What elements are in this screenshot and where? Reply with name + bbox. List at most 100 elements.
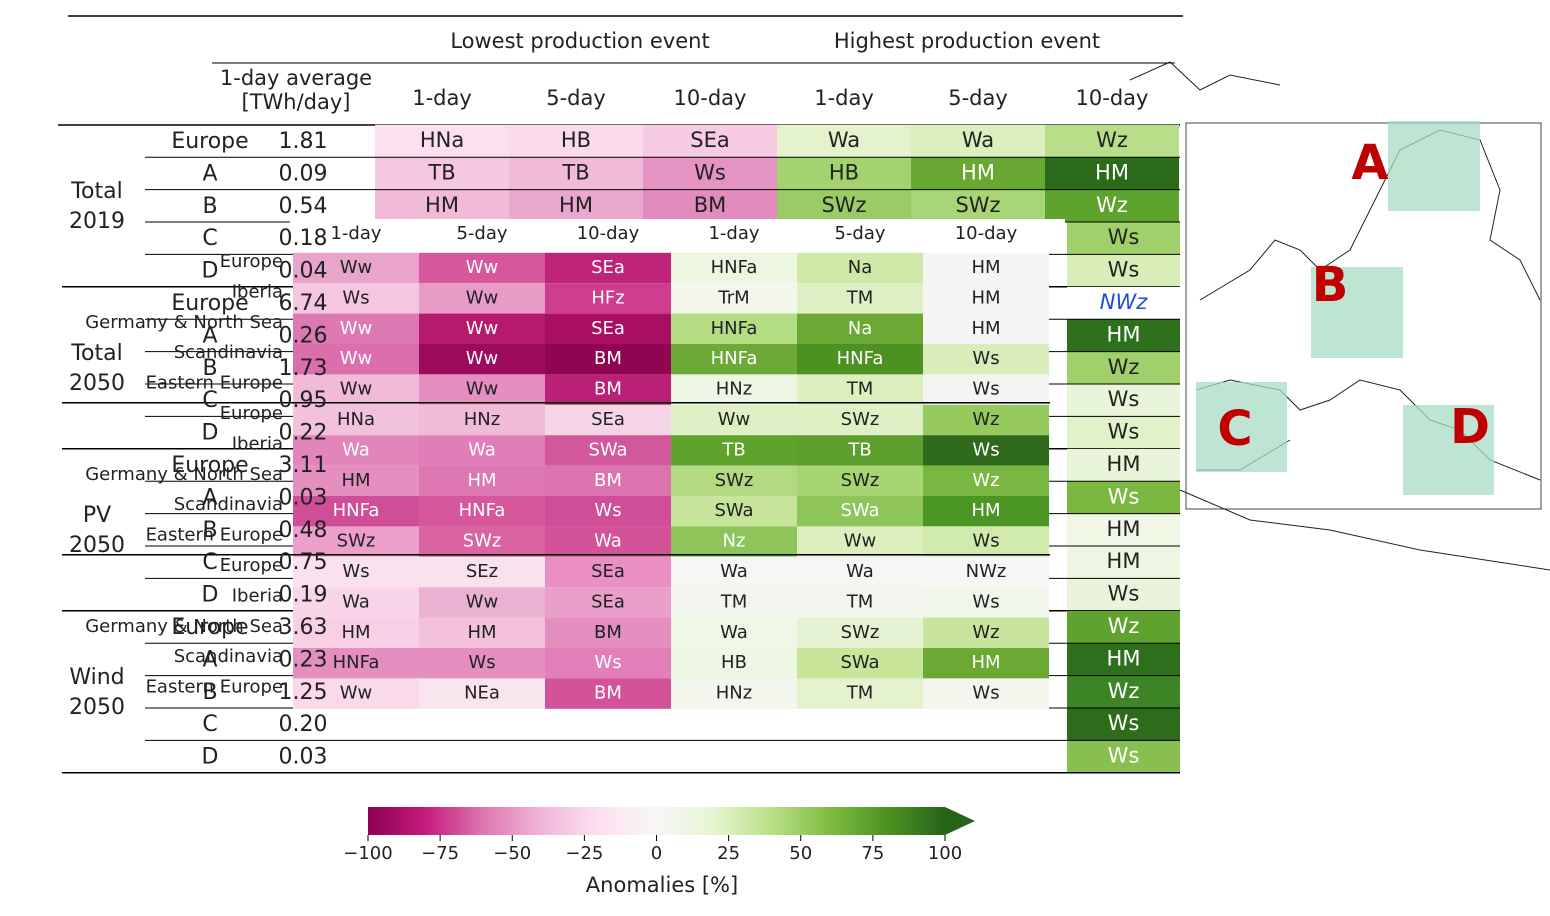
region: A (202, 485, 217, 510)
overlay-cell-text: Wa (342, 439, 370, 460)
overlay-cell (545, 496, 671, 527)
group-label: Total (70, 341, 122, 366)
group-label: PV (83, 503, 111, 528)
region: C (202, 226, 217, 251)
overlay-cell-text: Ww (466, 348, 499, 369)
cell-text: HB (829, 160, 859, 184)
cell (1067, 448, 1180, 482)
overlay-cell (797, 678, 923, 709)
value: 3.11 (279, 453, 328, 478)
colorbar-extension (945, 807, 975, 835)
cell-text: HM (1107, 549, 1141, 573)
overlay-cell-text: HNa (337, 409, 375, 430)
overlay-cell (545, 617, 671, 648)
value: 0.03 (279, 485, 328, 510)
cell (911, 157, 1045, 190)
overlay-cell (923, 313, 1049, 344)
cell-text: Wz (1096, 193, 1128, 217)
cell-text: SEa (690, 128, 729, 152)
region-box (1388, 121, 1480, 211)
cell (1067, 675, 1180, 708)
overlay-cell (797, 526, 923, 557)
cell-text: HM (425, 193, 459, 217)
header: 5-day (948, 86, 1008, 110)
cell-text: TB (427, 160, 455, 184)
overlay-cell (671, 344, 797, 375)
overlay-cell-text: HNz (716, 683, 752, 704)
cell-text: SWz (821, 193, 866, 217)
cell (1067, 254, 1180, 287)
cell-text: Wz (1108, 614, 1140, 638)
region: C (202, 712, 217, 737)
cell-text: NWz (1100, 290, 1148, 314)
colorbar-tick-label: −75 (421, 843, 459, 864)
cell (1067, 351, 1180, 384)
overlay-cell (545, 252, 671, 284)
value: 3.63 (279, 615, 328, 640)
overlay-cell-text: HM (467, 470, 496, 491)
overlay-cell-text: HNz (716, 379, 752, 400)
overlay-cell-text: SWa (840, 652, 879, 673)
overlay-region: Eastern Europe (146, 525, 283, 546)
overlay-cell (419, 496, 545, 527)
overlay-cell-text: Ws (972, 439, 999, 460)
value: 1.73 (279, 356, 328, 381)
overlay-cell-text: Ws (972, 379, 999, 400)
overlay-cell-text: Ww (466, 257, 499, 278)
cell-text: TB (561, 160, 589, 184)
cell-text: HM (1107, 517, 1141, 541)
cell (1045, 189, 1179, 222)
overlay-cell (419, 344, 545, 375)
overlay-cell (671, 283, 797, 314)
header: Lowest production event (450, 29, 709, 53)
colorbar (368, 807, 945, 835)
cell-text: Wa (828, 128, 860, 152)
overlay-cell-text: Wz (972, 470, 999, 491)
overlay-cell-text: SWz (337, 531, 376, 552)
overlay-region: Europe (220, 251, 283, 272)
overlay-cell-text: SEa (591, 257, 625, 278)
overlay-cell (923, 617, 1049, 648)
overlay-cell-text: Wa (468, 439, 496, 460)
overlay-cell-text: SWz (463, 531, 502, 552)
overlay-cell (797, 374, 923, 405)
value: 0.48 (279, 518, 328, 543)
overlay-cell (545, 648, 671, 679)
overlay-cell (293, 344, 419, 375)
colorbar-tick-label: 75 (861, 843, 884, 864)
overlay-cell (797, 556, 923, 588)
overlay-cell-text: NEa (464, 683, 500, 704)
overlay-cell-text: Ws (972, 531, 999, 552)
overlay-region: Scandinavia (174, 494, 283, 515)
overlay-cell (293, 252, 419, 284)
overlay-cell-text: HM (971, 257, 1000, 278)
cell-text: HM (1107, 646, 1141, 670)
cell (1067, 546, 1180, 579)
overlay-cell (419, 648, 545, 679)
overlay-cell (797, 435, 923, 466)
cell-text: Ws (1108, 744, 1140, 768)
group-label: 2050 (69, 533, 125, 558)
overlay-cell-text: HM (971, 318, 1000, 339)
value: 1.81 (279, 129, 328, 154)
overlay-cell-text: HNFa (837, 348, 884, 369)
overlay-cell-text: Ww (466, 318, 499, 339)
overlay-cell-text: Nz (723, 531, 746, 552)
colorbar-tick-label: −25 (565, 843, 603, 864)
cell-text: HM (1095, 160, 1129, 184)
overlay-cell-text: Wz (972, 622, 999, 643)
cell-text: Ws (1108, 387, 1140, 411)
region: Europe (171, 453, 248, 478)
region: Europe (171, 615, 248, 640)
overlay-cell-text: SEz (466, 561, 498, 582)
overlay-cell-text: HM (971, 500, 1000, 521)
overlay-cell (671, 678, 797, 709)
header: [TWh/day] (242, 90, 351, 114)
group-label: 2019 (69, 209, 125, 234)
value: 0.04 (279, 259, 328, 284)
overlay-cell-text: Ws (972, 683, 999, 704)
overlay-cell (293, 526, 419, 557)
overlay-cell (797, 313, 923, 344)
overlay-cell (797, 496, 923, 527)
group-label: 2050 (69, 695, 125, 720)
